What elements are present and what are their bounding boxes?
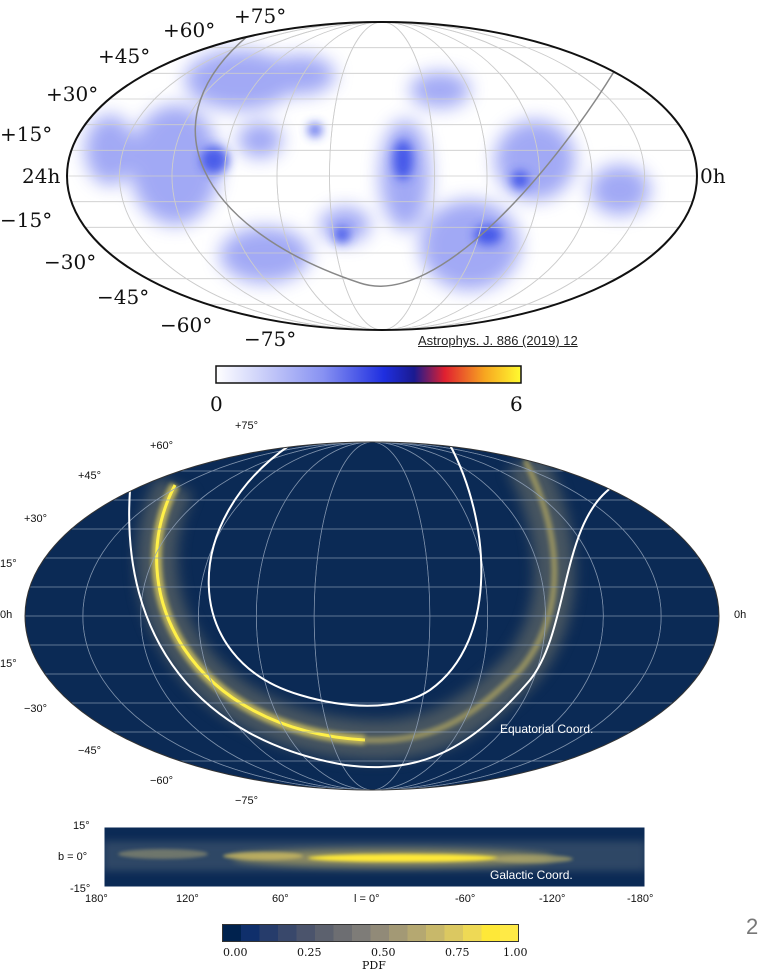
b-ra-label-0h: 0h [734,609,747,621]
dec-label-m45: −45° [97,285,150,309]
top-map-border [66,21,698,331]
b-dec-label-m30: −30° [24,703,48,715]
dec-label-m15: −15° [0,208,53,232]
dec-label-75: +75° [234,4,287,28]
dec-label-45: +45° [98,44,151,68]
b-ra-label-left: 0h [0,609,13,621]
outer-contour [128,484,616,769]
bottom-map-svg [24,441,720,791]
dec-label-30: +30° [46,82,99,106]
equatorial-coord-label: Equatorial Coord. [500,722,594,736]
b-dec-label-75: +75° [235,420,259,432]
galactic-panel-border [102,825,647,889]
pdf-tick-075: 0.75 [445,946,470,959]
colorbar-max-label: 6 [510,392,523,416]
l-tick-m120: -120° [539,893,566,905]
b-dec-label-15: 15° [0,558,17,570]
b-dec-label-m60: −60° [150,775,174,787]
dec-label-m30: −30° [44,250,97,274]
l-tick-0: l = 0° [354,893,380,905]
pdf-tick-0: 0.00 [223,946,248,959]
citation-link[interactable]: Astrophys. J. 886 (2019) 12 [418,333,578,348]
dec-label-m60: −60° [160,313,213,337]
ra-label-0h: 0h [700,164,726,188]
galactic-coord-label: Galactic Coord. [490,868,573,882]
page-number: 2 [746,914,759,939]
b-tick-15: 15° [73,820,90,832]
ra-label-24h: 24h [22,164,61,188]
l-tick-m180: -180° [627,893,654,905]
l-tick-120: 120° [176,893,199,905]
bottom-map-border [24,441,720,791]
top-map-svg [66,21,698,331]
top-colorbar-svg [215,365,522,384]
pdf-tick-025: 0.25 [297,946,322,959]
dec-label-m75: −75° [244,327,297,351]
b-dec-label-60: +60° [150,440,174,452]
b-dec-label-30: +30° [24,513,48,525]
galactic-panel-svg [102,825,647,889]
pdf-colorbar-label: PDF [362,959,386,972]
dec-label-60: +60° [163,18,216,42]
b-dec-label-m15: 15° [0,658,17,670]
b-dec-label-45: +45° [78,470,102,482]
inner-contour [207,444,483,707]
pdf-colorbar-svg [222,924,519,942]
pdf-tick-050: 0.50 [371,946,396,959]
b-dec-label-m45: −45° [78,745,102,757]
b-tick-m15: -15° [70,883,91,895]
l-tick-m60: -60° [455,893,476,905]
l-tick-180: 180° [85,893,108,905]
bottom-map-grid [25,442,719,790]
dec-label-15: +15° [0,122,53,146]
b-tick-0: b = 0° [58,851,88,863]
b-dec-label-m75: −75° [235,795,259,807]
pdf-tick-100: 1.00 [503,946,528,959]
l-tick-60: 60° [272,893,289,905]
colorbar-min-label: 0 [210,392,223,416]
